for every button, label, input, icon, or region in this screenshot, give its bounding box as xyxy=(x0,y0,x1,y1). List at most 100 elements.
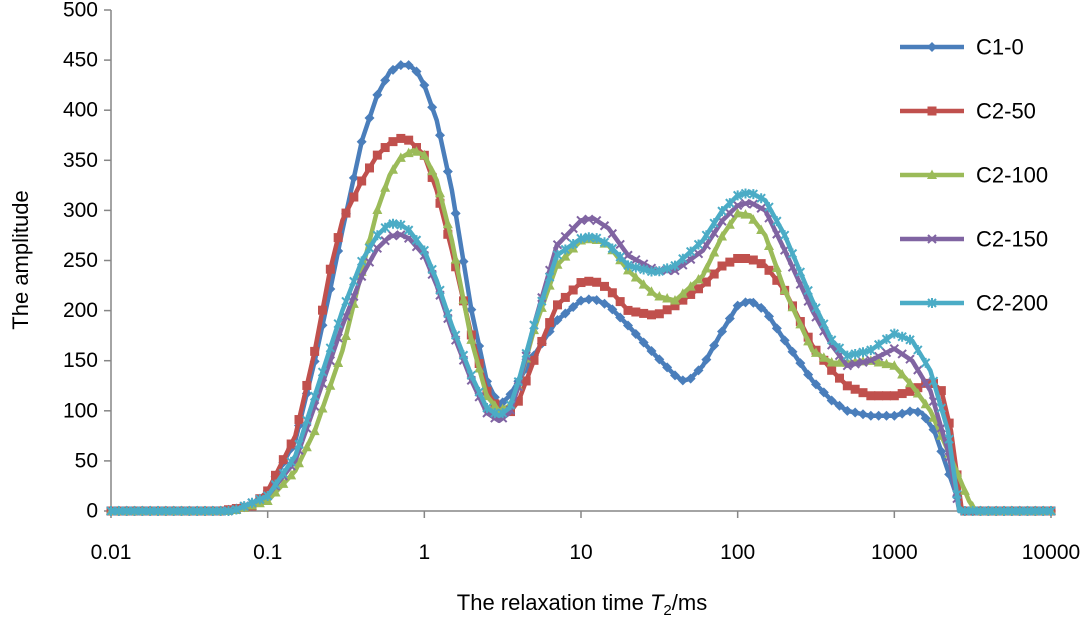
data-point xyxy=(552,249,563,260)
data-point xyxy=(372,150,382,160)
data-point xyxy=(395,152,406,162)
data-point xyxy=(647,310,656,320)
x-tick-label: 0.01 xyxy=(91,541,132,564)
data-point xyxy=(513,396,523,406)
series-line xyxy=(108,148,1054,514)
data-point xyxy=(231,504,242,515)
series-line xyxy=(108,136,1054,514)
data-point xyxy=(694,284,703,294)
data-point xyxy=(795,318,806,329)
data-point xyxy=(435,187,445,198)
data-point xyxy=(411,66,422,77)
data-point xyxy=(278,478,289,488)
data-point xyxy=(176,506,187,516)
data-point xyxy=(741,253,750,263)
data-point xyxy=(388,137,398,147)
data-point xyxy=(842,381,852,391)
data-point xyxy=(591,215,602,226)
data-point xyxy=(678,295,688,305)
data-point xyxy=(897,408,908,419)
data-point xyxy=(724,219,735,229)
data-point xyxy=(717,206,727,217)
data-point xyxy=(505,400,516,411)
data-point xyxy=(1038,506,1048,516)
data-point xyxy=(325,380,336,390)
legend-item: C2-100 xyxy=(900,163,1048,188)
data-point xyxy=(717,261,727,271)
data-point xyxy=(435,285,445,296)
data-point xyxy=(450,254,461,264)
data-point xyxy=(662,263,672,274)
data-point xyxy=(435,198,445,208)
data-point xyxy=(678,253,688,264)
data-point xyxy=(271,470,280,480)
data-point xyxy=(301,441,312,452)
data-point xyxy=(380,143,390,153)
data-point xyxy=(404,135,414,145)
x-tick-label: 0.1 xyxy=(253,541,282,564)
data-point xyxy=(826,334,837,345)
legend-label: C2-200 xyxy=(976,291,1048,316)
data-point xyxy=(592,277,602,287)
data-point xyxy=(646,266,657,277)
data-point xyxy=(881,334,892,345)
data-point xyxy=(818,352,829,362)
data-point xyxy=(913,365,923,375)
data-point xyxy=(365,163,374,173)
data-point xyxy=(787,346,798,357)
data-point xyxy=(654,290,665,301)
data-point xyxy=(168,506,179,516)
data-point xyxy=(913,344,923,355)
data-point xyxy=(779,335,790,346)
data-point xyxy=(599,298,610,309)
data-point xyxy=(435,130,445,141)
data-point xyxy=(333,318,343,329)
data-point xyxy=(623,320,633,331)
data-point xyxy=(670,294,680,305)
data-point xyxy=(999,506,1009,516)
data-point xyxy=(936,446,947,457)
data-point xyxy=(756,193,766,204)
data-point xyxy=(443,229,453,239)
data-point xyxy=(333,357,344,368)
data-point xyxy=(607,243,618,254)
data-point xyxy=(623,250,633,260)
data-point xyxy=(912,388,923,398)
data-point xyxy=(521,376,531,386)
data-point xyxy=(732,190,743,201)
data-point xyxy=(560,251,571,261)
data-point xyxy=(161,506,171,516)
data-point xyxy=(427,102,438,113)
data-point xyxy=(818,387,829,398)
data-point xyxy=(396,133,406,143)
data-point xyxy=(827,365,837,375)
data-point xyxy=(764,265,774,275)
data-point xyxy=(364,243,375,254)
data-point xyxy=(638,337,649,348)
data-point xyxy=(403,147,414,158)
series-C2-100 xyxy=(106,146,1056,515)
series-line xyxy=(108,200,1054,514)
legend-item: C1-0 xyxy=(900,35,1024,60)
data-point xyxy=(356,136,367,147)
y-ticks: 0 50 100 150 200 250 300 350 400 450 500 xyxy=(63,0,111,523)
data-point xyxy=(325,342,336,353)
data-point xyxy=(709,269,719,279)
data-point xyxy=(928,376,939,387)
data-point xyxy=(685,246,696,257)
legend-label: C1-0 xyxy=(976,35,1024,60)
data-point xyxy=(380,182,391,192)
data-point xyxy=(317,367,328,378)
data-point xyxy=(552,314,563,325)
data-point xyxy=(835,373,844,383)
data-point xyxy=(732,200,743,211)
data-point xyxy=(286,439,296,449)
data-point xyxy=(318,305,327,315)
data-point xyxy=(693,239,704,250)
data-point xyxy=(1030,506,1041,516)
y-tick-label: 400 xyxy=(63,99,98,122)
data-point xyxy=(341,296,351,307)
data-point xyxy=(1014,506,1025,516)
data-point xyxy=(552,239,563,250)
data-point xyxy=(490,408,500,419)
